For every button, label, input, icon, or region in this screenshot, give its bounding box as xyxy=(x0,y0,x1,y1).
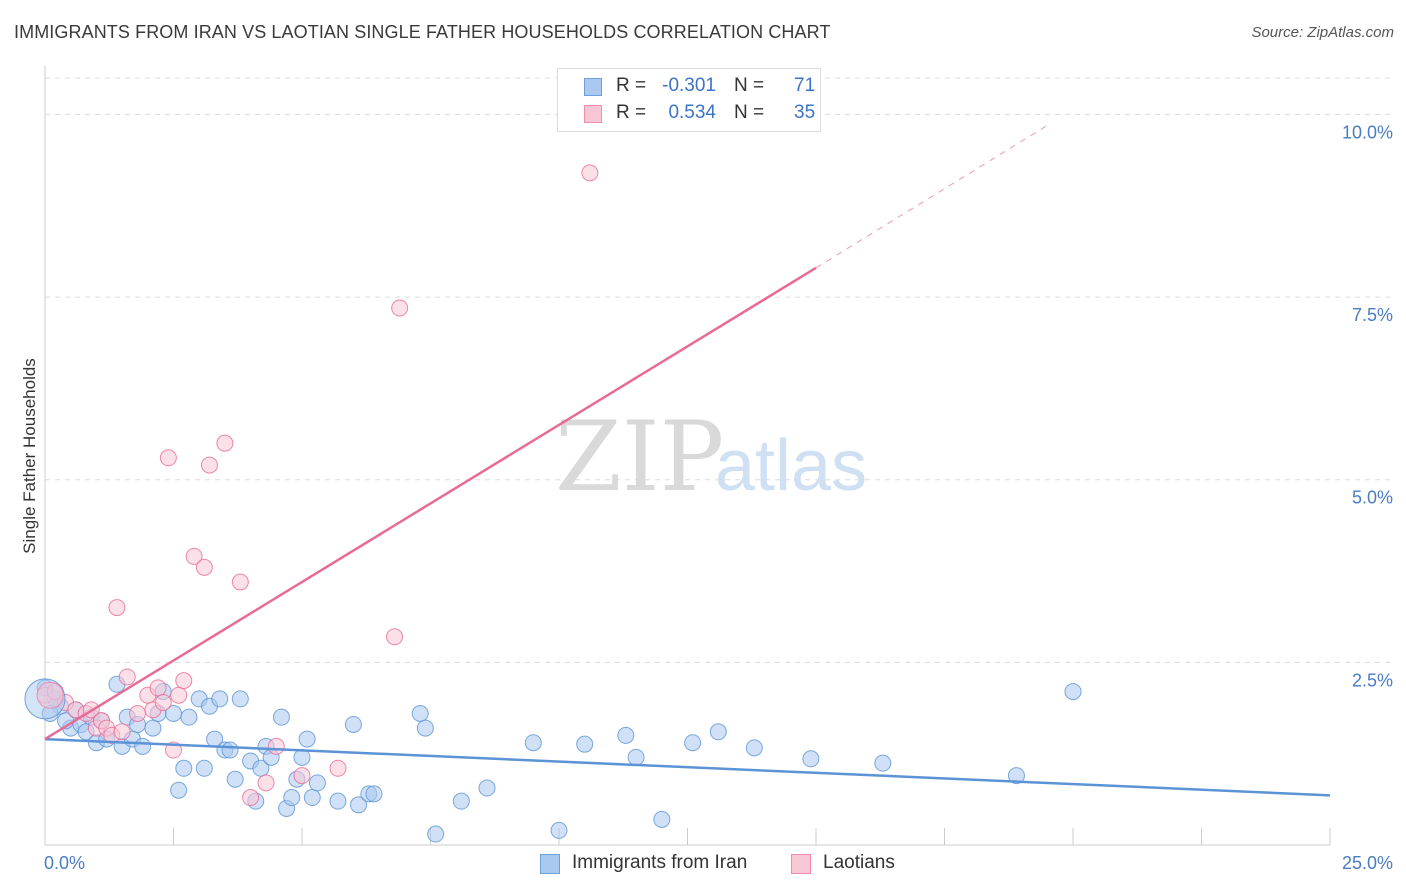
y-tick-label-0: 2.5% xyxy=(1352,670,1393,690)
bottom-legend-swatch-iran xyxy=(540,854,560,874)
x-tick-label-start: 0.0% xyxy=(44,853,85,873)
bottom-legend-swatch-laotians xyxy=(791,854,811,874)
point-iran-55 xyxy=(576,735,594,753)
point-iran-25 xyxy=(211,690,229,708)
point-iran-40 xyxy=(298,730,316,748)
point-iran-19 xyxy=(175,759,193,777)
point-laotians-29 xyxy=(267,737,285,755)
y-tick-label-3: 10.0% xyxy=(1342,122,1393,142)
data-points xyxy=(24,164,1082,843)
point-iran-29 xyxy=(231,690,249,708)
point-iran-54 xyxy=(550,821,568,839)
point-laotians-30 xyxy=(293,767,311,785)
point-iran-48 xyxy=(411,704,429,722)
point-iran-45 xyxy=(350,796,368,814)
legend-r-label: R = xyxy=(616,75,647,96)
correlation-legend: R = -0.301 N = 71 R = 0.534 N = 35 xyxy=(557,68,821,132)
trend-lines xyxy=(44,124,1331,797)
legend-r-value-laotians: 0.534 xyxy=(668,102,716,123)
point-iran-22 xyxy=(195,759,213,777)
point-iran-63 xyxy=(874,754,892,772)
point-iran-37 xyxy=(283,789,301,807)
point-iran-57 xyxy=(627,748,645,766)
point-iran-27 xyxy=(221,741,239,759)
point-iran-51 xyxy=(452,792,470,810)
watermark: ZIP atlas xyxy=(555,401,867,513)
point-laotians-16 xyxy=(149,679,167,697)
point-iran-42 xyxy=(308,774,326,792)
point-laotians-12 xyxy=(118,668,136,686)
point-laotians-18 xyxy=(159,449,177,467)
point-iran-52 xyxy=(478,779,496,797)
point-laotians-31 xyxy=(329,759,347,777)
legend-n-value-iran: 71 xyxy=(794,75,816,96)
point-iran-50 xyxy=(427,825,445,843)
point-laotians-large xyxy=(36,681,64,709)
point-iran-44 xyxy=(344,715,362,733)
point-laotians-22 xyxy=(185,547,203,565)
point-iran-41 xyxy=(303,789,321,807)
point-iran-60 xyxy=(709,723,727,741)
y-tick-label-2: 7.5% xyxy=(1352,305,1393,325)
y-axis-label: Single Father Households xyxy=(20,358,39,554)
point-laotians-11 xyxy=(113,723,131,741)
bottom-legend-label-iran: Immigrants from Iran xyxy=(572,852,748,873)
point-laotians-24 xyxy=(200,456,218,474)
legend-swatch-laotians xyxy=(584,105,602,123)
legend-r-value-iran: -0.301 xyxy=(662,75,716,96)
legend-n-value-laotians: 35 xyxy=(794,102,816,123)
point-iran-28 xyxy=(226,770,244,788)
trend-line-dashed-laotians xyxy=(815,124,1048,269)
point-iran-35 xyxy=(272,708,290,726)
point-laotians-17 xyxy=(154,694,172,712)
point-laotians-26 xyxy=(231,573,249,591)
legend-n-label: N = xyxy=(734,102,765,123)
point-laotians-25 xyxy=(216,434,234,452)
point-laotians-34 xyxy=(581,164,599,182)
point-iran-43 xyxy=(329,792,347,810)
point-iran-18 xyxy=(170,781,188,799)
point-laotians-32 xyxy=(386,628,404,646)
trend-line-laotians xyxy=(44,266,817,741)
tick-labels: 2.5% 5.0% 7.5% 10.0% 0.0% 25.0% xyxy=(44,122,1393,873)
trend-line-iran xyxy=(44,737,1331,797)
point-iran-61 xyxy=(745,739,763,757)
legend-swatch-iran xyxy=(584,78,602,96)
y-tick-label-1: 5.0% xyxy=(1352,488,1393,508)
point-laotians-20 xyxy=(170,686,188,704)
point-iran-59 xyxy=(684,734,702,752)
point-iran-62 xyxy=(802,750,820,768)
point-laotians-10 xyxy=(108,599,126,617)
point-laotians-28 xyxy=(257,774,275,792)
point-laotians-27 xyxy=(242,789,260,807)
point-iran-64 xyxy=(1007,767,1025,785)
point-iran-13 xyxy=(134,737,152,755)
point-iran-14 xyxy=(144,719,162,737)
point-iran-58 xyxy=(653,810,671,828)
point-laotians-33 xyxy=(391,299,409,317)
legend-r-label: R = xyxy=(616,102,647,123)
point-iran-20 xyxy=(180,708,198,726)
point-iran-53 xyxy=(524,734,542,752)
point-iran-47 xyxy=(365,785,383,803)
point-iran-65 xyxy=(1064,683,1082,701)
point-iran-56 xyxy=(617,726,635,744)
point-laotians-21 xyxy=(175,672,193,690)
legend-n-label: N = xyxy=(734,75,765,96)
source-label: Source: ZipAtlas.com xyxy=(1251,24,1394,41)
watermark-zip: ZIP xyxy=(555,401,724,513)
watermark-atlas: atlas xyxy=(715,426,867,506)
bottom-legend-label-laotians: Laotians xyxy=(823,852,895,873)
chart-title: IMMIGRANTS FROM IRAN VS LAOTIAN SINGLE F… xyxy=(14,22,831,42)
grid xyxy=(45,77,1395,663)
point-laotians-13 xyxy=(129,704,147,722)
x-tick-label-end: 25.0% xyxy=(1342,853,1393,873)
point-iran-49 xyxy=(416,719,434,737)
point-laotians-23 xyxy=(195,558,213,576)
